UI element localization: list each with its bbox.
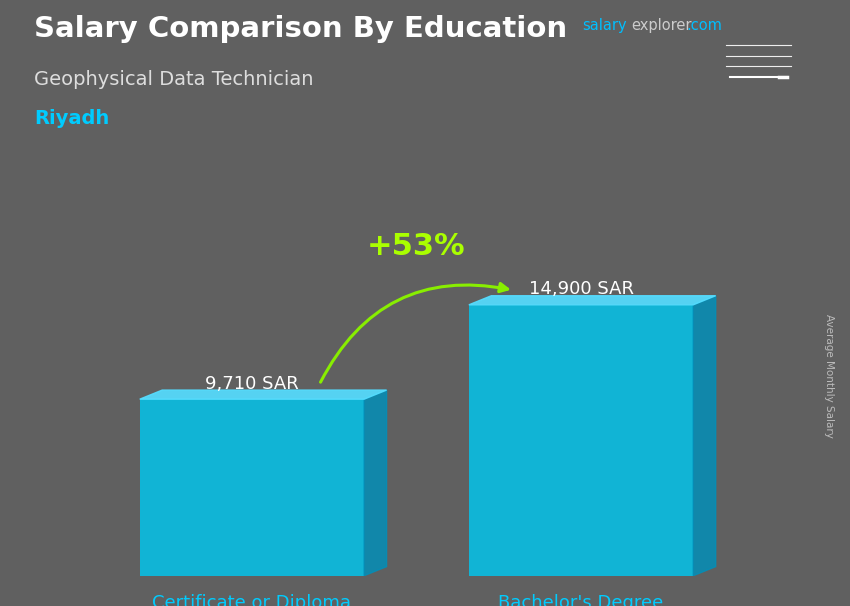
Bar bbox=[139, 399, 364, 576]
Text: 9,710 SAR: 9,710 SAR bbox=[205, 375, 299, 393]
Polygon shape bbox=[694, 296, 716, 576]
Text: Average Monthly Salary: Average Monthly Salary bbox=[824, 314, 834, 438]
Text: Riyadh: Riyadh bbox=[34, 109, 110, 128]
Text: Salary Comparison By Education: Salary Comparison By Education bbox=[34, 15, 567, 43]
Text: explorer: explorer bbox=[632, 18, 692, 33]
Text: salary: salary bbox=[582, 18, 626, 33]
Polygon shape bbox=[139, 390, 387, 399]
Polygon shape bbox=[469, 296, 716, 305]
Text: .com: .com bbox=[687, 18, 722, 33]
Text: 14,900 SAR: 14,900 SAR bbox=[529, 280, 633, 298]
Bar bbox=[469, 305, 694, 576]
Text: +53%: +53% bbox=[367, 232, 466, 261]
Polygon shape bbox=[364, 390, 387, 576]
Text: Geophysical Data Technician: Geophysical Data Technician bbox=[34, 70, 314, 88]
